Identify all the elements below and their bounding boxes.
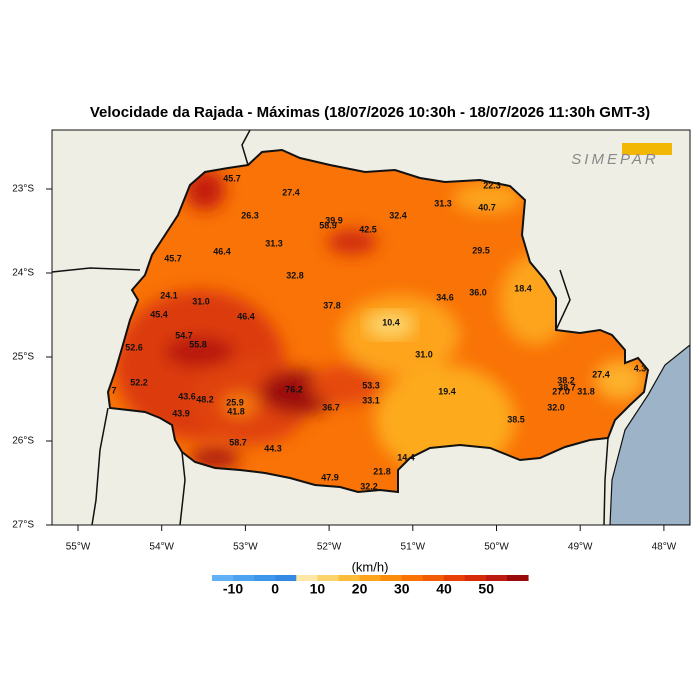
station-value: 45.7 [223, 173, 241, 183]
station-value: 53.3 [362, 380, 380, 390]
colorbar-segment [422, 575, 445, 581]
station-value: 76.2 [285, 384, 303, 394]
colorbar-unit: (km/h) [352, 559, 389, 574]
station-value: 44.3 [264, 443, 282, 453]
y-tick-label: 25°S [12, 352, 34, 363]
station-value: 28.8 [166, 121, 184, 131]
colorbar-segment [359, 575, 382, 581]
colorbar-segment [485, 575, 508, 581]
colorbar-segment [443, 575, 466, 581]
x-tick-label: 52°W [317, 542, 342, 553]
station-value: 47.9 [321, 472, 339, 482]
station-value: 19.4 [438, 386, 456, 396]
station-value: 41.8 [227, 406, 245, 416]
station-value: 25.9 [226, 397, 244, 407]
station-value: 40.7 [478, 202, 496, 212]
colorbar-segment [464, 575, 487, 581]
station-value: 31.8 [577, 386, 595, 396]
station-value: 10.4 [382, 317, 400, 327]
station-value: 18.4 [514, 283, 532, 293]
y-tick-label: 27°S [12, 520, 34, 531]
colorbar-label: 50 [478, 581, 494, 597]
station-value: 31.0 [415, 349, 433, 359]
station-value: 55.8 [189, 339, 207, 349]
colorbar-segment [254, 575, 276, 581]
x-tick-label: 54°W [149, 542, 174, 553]
station-value: 39.9 [325, 215, 343, 225]
station-value: 43.6 [178, 391, 196, 401]
colorbar-segment [401, 575, 424, 581]
station-value: 52.6 [125, 342, 143, 352]
y-tick-label: 24°S [12, 268, 34, 279]
station-value: 29.5 [472, 245, 490, 255]
station-value: 54.7 [175, 330, 193, 340]
colorbar-segment [275, 575, 297, 581]
station-value: 32.4 [389, 210, 407, 220]
station-value: 36.0 [469, 287, 487, 297]
station-value: 4.3 [634, 363, 647, 373]
colorbar-label: 0 [271, 581, 279, 597]
station-value: 27.0 [552, 386, 570, 396]
colorbar-label: 20 [352, 581, 368, 597]
station-value: 38.5 [507, 414, 525, 424]
station-value: 27.4 [282, 187, 300, 197]
station-value: 38.2 [557, 375, 575, 385]
station-value: 31.0 [192, 296, 210, 306]
station-value: 14.4 [397, 452, 415, 462]
x-tick-label: 53°W [233, 542, 258, 553]
station-value: 37.8 [323, 300, 341, 310]
colorbar-segment [296, 575, 318, 581]
colorbar-segment [212, 575, 234, 581]
x-tick-label: 55°W [66, 542, 91, 553]
x-tick-label: 50°W [484, 542, 509, 553]
station-value: 52.2 [130, 377, 148, 387]
map-title: Velocidade da Rajada - Máximas (18/07/20… [90, 104, 650, 121]
station-value: 33.1 [362, 395, 380, 405]
colorbar-segment [338, 575, 361, 581]
y-tick-label: 26°S [12, 436, 34, 447]
colorbar-segment [233, 575, 255, 581]
colorbar-segment [317, 575, 339, 581]
station-value: 22.3 [483, 180, 501, 190]
station-value: 7 [111, 385, 116, 395]
station-value: 32.2 [360, 481, 378, 491]
station-value: 31.3 [265, 238, 283, 248]
logo-text: SIMEPAR [571, 151, 658, 168]
station-value: 36.7 [322, 402, 340, 412]
station-value: 58.9 [319, 220, 337, 230]
station-value: 46.4 [213, 246, 231, 256]
colorbar-label: 40 [436, 581, 452, 597]
station-value: 42.5 [359, 224, 377, 234]
station-value: 45.4 [150, 309, 168, 319]
colorbar-segment [506, 575, 529, 581]
station-value: 43.9 [172, 408, 190, 418]
station-value: 31.3 [434, 198, 452, 208]
station-value: 46.4 [237, 311, 255, 321]
x-tick-label: 49°W [568, 542, 593, 553]
x-tick-label: 51°W [401, 542, 426, 553]
station-value: 26.3 [241, 210, 259, 220]
x-tick-label: 48°W [652, 542, 677, 553]
station-value: 32.8 [286, 270, 304, 280]
colorbar-label: 30 [394, 581, 410, 597]
station-value: 34.6 [436, 292, 454, 302]
station-value: 38.7 [558, 382, 576, 392]
colorbar-label: 10 [310, 581, 326, 597]
station-value: 32.0 [547, 402, 565, 412]
map-area: 28.8 45.7 27.4 22.3 31.3 40.7 26.3 32.4 39.958.9… [52, 121, 690, 525]
station-value: 21.8 [373, 466, 391, 476]
station-value: 24.1 [160, 290, 178, 300]
station-value: 45.7 [164, 253, 182, 263]
colorbar-label: -10 [223, 581, 243, 597]
y-tick-label: 23°S [12, 184, 34, 195]
station-value: 48.2 [196, 394, 214, 404]
station-value: 58.7 [229, 437, 247, 447]
logo: SIMEPAR [571, 143, 672, 168]
station-value: 27.4 [592, 369, 610, 379]
colorbar-segment [380, 575, 403, 581]
